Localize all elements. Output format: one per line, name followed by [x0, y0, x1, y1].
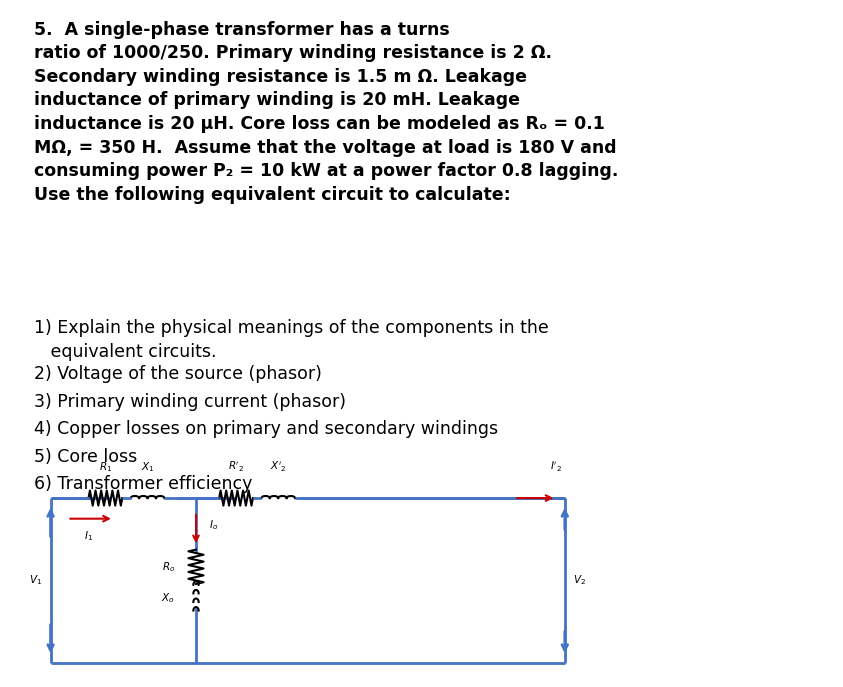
Text: $I_1$: $I_1$	[84, 529, 93, 543]
Text: $V_2$: $V_2$	[573, 574, 586, 587]
Text: $V_1$: $V_1$	[29, 574, 42, 587]
Text: $X_o$: $X_o$	[161, 591, 175, 605]
Text: 5.  A single-phase transformer has a turns
ratio of 1000/250. Primary winding re: 5. A single-phase transformer has a turn…	[34, 21, 618, 204]
Text: $R_o$: $R_o$	[162, 560, 175, 574]
Text: 6) Transformer efficiency: 6) Transformer efficiency	[34, 475, 252, 493]
Text: 2) Voltage of the source (phasor): 2) Voltage of the source (phasor)	[34, 365, 321, 383]
Text: $I'_2$: $I'_2$	[550, 460, 562, 474]
Text: $X_1$: $X_1$	[141, 460, 154, 474]
Text: $I_o$: $I_o$	[209, 519, 217, 532]
Text: $R'_2$: $R'_2$	[228, 460, 244, 474]
Text: 1) Explain the physical meanings of the components in the
   equivalent circuits: 1) Explain the physical meanings of the …	[34, 319, 549, 361]
Text: $X'_2$: $X'_2$	[270, 460, 287, 474]
Text: 5) Core loss: 5) Core loss	[34, 448, 137, 466]
Text: 4) Copper losses on primary and secondary windings: 4) Copper losses on primary and secondar…	[34, 420, 498, 438]
Text: 3) Primary winding current (phasor): 3) Primary winding current (phasor)	[34, 393, 346, 411]
Text: $R_1$: $R_1$	[99, 460, 112, 474]
